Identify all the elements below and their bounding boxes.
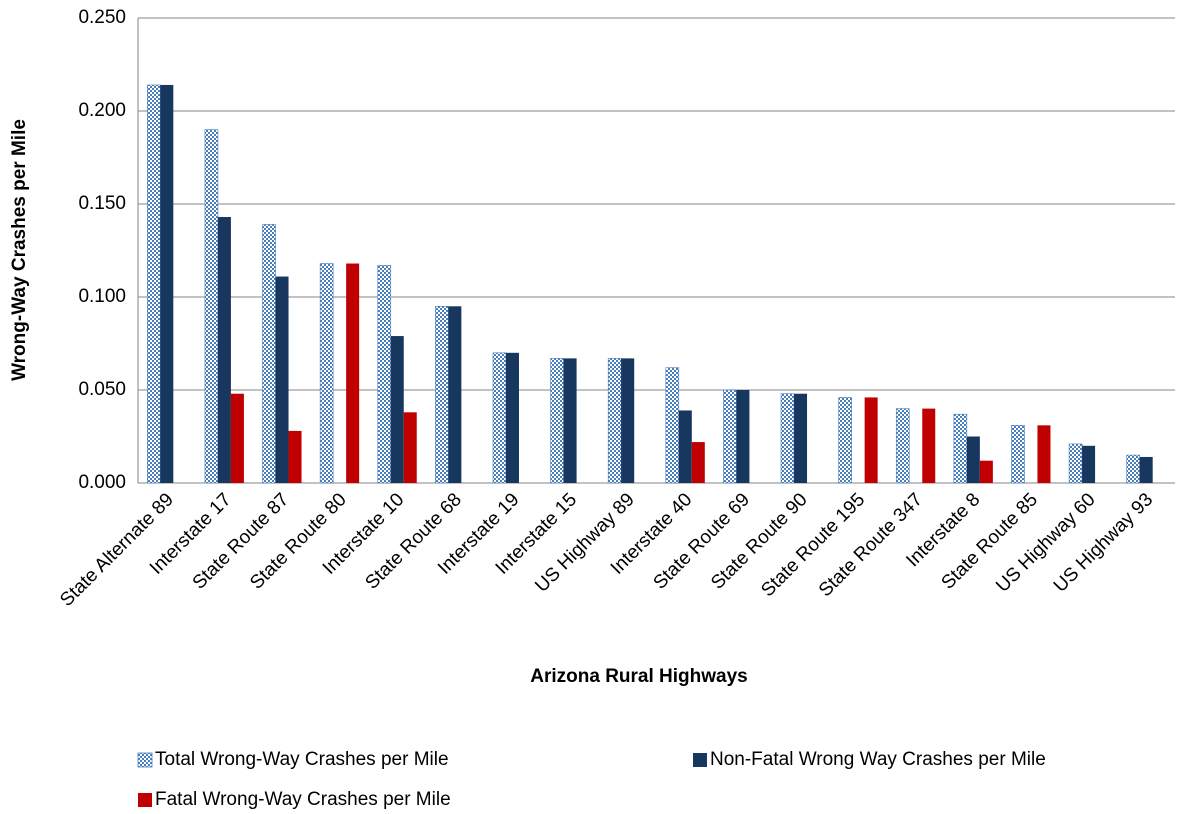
- x-tick-label: US Highway 93: [1050, 489, 1157, 596]
- bar: [160, 84, 174, 484]
- legend-label: Total Wrong-Way Crashes per Mile: [155, 749, 449, 770]
- y-tick-label: 0.200: [78, 100, 126, 121]
- bar: [621, 358, 635, 483]
- y-tick-label: 0.000: [78, 472, 126, 493]
- legend-label: Fatal Wrong-Way Crashes per Mile: [155, 789, 451, 810]
- bar: [1011, 425, 1025, 484]
- x-tick-label: State Route 347: [815, 489, 927, 601]
- bar: [346, 263, 360, 483]
- bar: [288, 430, 302, 483]
- y-tick-label: 0.050: [78, 379, 126, 400]
- bar: [607, 358, 622, 484]
- bar: [275, 276, 289, 483]
- bar: [563, 358, 577, 483]
- bar: [691, 442, 705, 483]
- bar: [550, 358, 564, 484]
- x-tick-label: State Route 195: [757, 489, 869, 601]
- bar: [838, 397, 852, 484]
- bar: [966, 436, 980, 483]
- bar: [262, 224, 276, 484]
- bar: [204, 129, 219, 484]
- y-tick-label: 0.250: [78, 7, 126, 28]
- x-axis-title: Arizona Rural Highways: [530, 666, 748, 687]
- bar: [217, 217, 231, 483]
- bar: [723, 389, 737, 484]
- y-tick-label: 0.150: [78, 193, 126, 214]
- bar: [1139, 456, 1153, 483]
- legend-swatch: [138, 793, 152, 807]
- bar: [448, 306, 462, 483]
- bar: [953, 413, 968, 484]
- bar: [1037, 425, 1051, 483]
- bar: [979, 460, 993, 483]
- bar: [230, 393, 244, 483]
- bar: [403, 412, 417, 483]
- legend-swatch: [137, 752, 153, 768]
- bar: [736, 390, 750, 483]
- bar: [1126, 454, 1140, 484]
- bar: [922, 408, 936, 483]
- legend-swatch: [693, 753, 707, 767]
- bar: [492, 352, 507, 484]
- bar: [377, 265, 392, 484]
- x-tick-label: US Highway 89: [531, 489, 638, 596]
- bar: [864, 397, 878, 483]
- bar: [505, 352, 519, 483]
- bar: [147, 84, 161, 484]
- bar: [794, 393, 808, 483]
- bar: [1082, 445, 1096, 483]
- bar: [319, 263, 334, 484]
- y-tick-label: 0.100: [78, 286, 126, 307]
- bar: [1068, 443, 1083, 484]
- legend-label: Non-Fatal Wrong Way Crashes per Mile: [710, 749, 1046, 770]
- bar: [665, 367, 680, 484]
- x-tick-label: US Highway 60: [992, 489, 1099, 596]
- bar: [895, 408, 910, 484]
- bar: [678, 410, 692, 483]
- bar: [390, 336, 404, 483]
- y-axis-title: Wrong-Way Crashes per Mile: [9, 119, 30, 381]
- bar: [435, 305, 449, 484]
- bar: [780, 393, 795, 484]
